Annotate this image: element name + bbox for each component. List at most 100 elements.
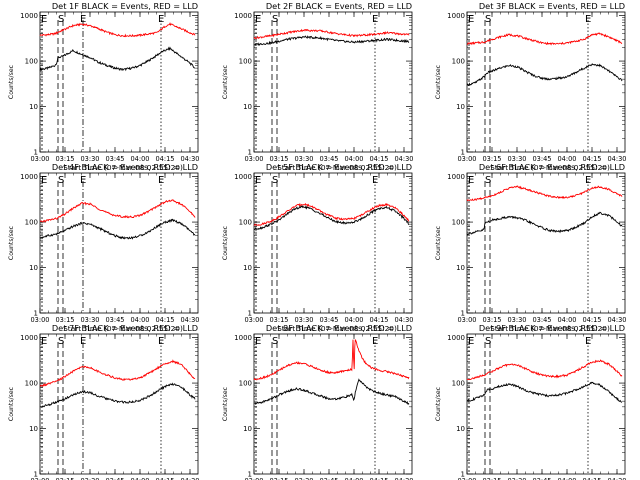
y-axis-label: Counts/sec (8, 64, 15, 99)
eclipse-label: E (585, 336, 591, 347)
eclipse-label: E (468, 14, 474, 25)
x-tick-label: 03:30 (294, 316, 313, 324)
x-tick-label: 03:00 (457, 155, 476, 163)
x-tick-label: 03:00 (457, 477, 476, 480)
saa-label: S (272, 336, 278, 347)
eclipse-label: E (468, 336, 474, 347)
y-tick-label: 1 (34, 471, 38, 479)
eclipse-label: E (158, 14, 164, 25)
x-tick-label: 04:15 (369, 316, 388, 324)
x-tick-label: 04:00 (130, 155, 149, 163)
x-tick-label: 03:30 (507, 316, 526, 324)
eclipse-label: E (255, 175, 261, 186)
x-tick-label: 04:15 (582, 155, 601, 163)
plot-frame (466, 333, 626, 475)
x-tick-label: 03:15 (482, 477, 501, 480)
x-tick-label: 03:00 (457, 316, 476, 324)
x-tick-label: 03:45 (319, 316, 338, 324)
y-axis-label: Counts/sec (8, 386, 15, 421)
y-tick-label: 1 (248, 149, 252, 157)
y-tick-label: 1000 (447, 12, 465, 20)
events-series-line (466, 381, 623, 403)
y-tick-label: 1 (34, 149, 38, 157)
lld-series-line (466, 185, 623, 202)
y-tick-label: 1 (461, 149, 465, 157)
lld-series-line (253, 339, 410, 381)
eclipse-label: E (255, 336, 261, 347)
plot-frame (39, 333, 199, 475)
chart-title: Det 5F BLACK = Events, RED = LLD (266, 162, 412, 172)
x-tick-label: 03:30 (294, 477, 313, 480)
y-axis-label: Counts/sec (8, 225, 15, 260)
y-tick-label: 100 (452, 219, 465, 227)
eclipse-label: E (372, 175, 378, 186)
x-tick-label: 04:30 (180, 477, 199, 480)
y-axis-label: Counts/sec (222, 386, 229, 421)
x-tick-label: 04:00 (557, 477, 576, 480)
lld-series-line (39, 359, 196, 387)
x-tick-label: 04:30 (607, 316, 626, 324)
y-tick-label: 1000 (20, 334, 38, 342)
x-tick-label: 03:45 (532, 316, 551, 324)
y-tick-label: 10 (29, 103, 38, 111)
y-tick-label: 10 (29, 264, 38, 272)
x-axis-label: Start Time (07-Mar-08 02:55:20) (277, 163, 397, 172)
x-tick-label: 04:15 (155, 316, 174, 324)
x-tick-label: 04:00 (344, 155, 363, 163)
x-tick-label: 03:15 (269, 155, 288, 163)
chart-title: Det 7F BLACK = Events, RED = LLD (52, 323, 198, 333)
x-tick-label: 03:15 (269, 316, 288, 324)
events-series-line (39, 382, 196, 408)
chart-panel-6: Det 6F BLACK = Events, RED = LLD Counts/s… (435, 162, 627, 333)
x-tick-label: 03:15 (55, 477, 74, 480)
x-tick-label: 04:30 (394, 316, 413, 324)
chart-panel-3: Det 3F BLACK = Events, RED = LLD Counts/s… (435, 1, 627, 172)
lld-series-line (253, 28, 410, 40)
eclipse-label: E (80, 336, 86, 347)
y-tick-label: 100 (239, 58, 252, 66)
y-tick-label: 10 (456, 264, 465, 272)
x-tick-label: 03:45 (319, 155, 338, 163)
events-series-line (39, 218, 196, 240)
x-tick-label: 04:30 (607, 155, 626, 163)
y-tick-label: 10 (243, 425, 252, 433)
x-axis-label: Start Time (07-Mar-08 02:55:20) (490, 163, 610, 172)
x-tick-label: 04:15 (582, 477, 601, 480)
plot-frame (466, 11, 626, 153)
y-tick-label: 100 (25, 219, 38, 227)
eclipse-label: E (80, 175, 86, 186)
eclipse-label: E (585, 14, 591, 25)
events-series-line (466, 211, 623, 236)
chart-panel-9: Det 9F BLACK = Events, RED = LLD Counts/s… (435, 323, 627, 480)
saa-label: S (58, 14, 64, 25)
eclipse-label: E (372, 14, 378, 25)
x-axis-label: Start Time (07-Mar-08 02:55:20) (277, 324, 397, 333)
eclipse-label: E (585, 175, 591, 186)
y-tick-label: 1000 (234, 334, 252, 342)
y-tick-label: 10 (456, 103, 465, 111)
x-tick-label: 03:45 (105, 316, 124, 324)
y-tick-label: 1000 (234, 12, 252, 20)
saa-label: S (58, 336, 64, 347)
plot-frame (253, 172, 413, 314)
x-tick-label: 03:00 (30, 477, 49, 480)
x-tick-label: 03:45 (105, 155, 124, 163)
y-tick-label: 10 (29, 425, 38, 433)
x-tick-label: 03:15 (55, 316, 74, 324)
events-series-line (253, 35, 410, 47)
chart-title: Det 4F BLACK = Events, RED = LLD (52, 162, 198, 172)
x-tick-label: 03:45 (105, 477, 124, 480)
y-tick-label: 100 (452, 380, 465, 388)
eclipse-label: E (255, 14, 261, 25)
chart-title: Det 8F BLACK = Events, RED = LLD (266, 323, 412, 333)
x-tick-label: 03:45 (532, 477, 551, 480)
x-tick-label: 04:30 (607, 477, 626, 480)
lld-series-line (466, 32, 623, 46)
chart-panel-4: Det 4F BLACK = Events, RED = LLD Counts/s… (8, 162, 200, 333)
chart-title: Det 1F BLACK = Events, RED = LLD (52, 1, 198, 11)
x-tick-label: 04:00 (130, 316, 149, 324)
saa-label: S (485, 14, 491, 25)
y-tick-label: 10 (243, 264, 252, 272)
saa-label: S (485, 336, 491, 347)
x-tick-label: 03:30 (294, 155, 313, 163)
